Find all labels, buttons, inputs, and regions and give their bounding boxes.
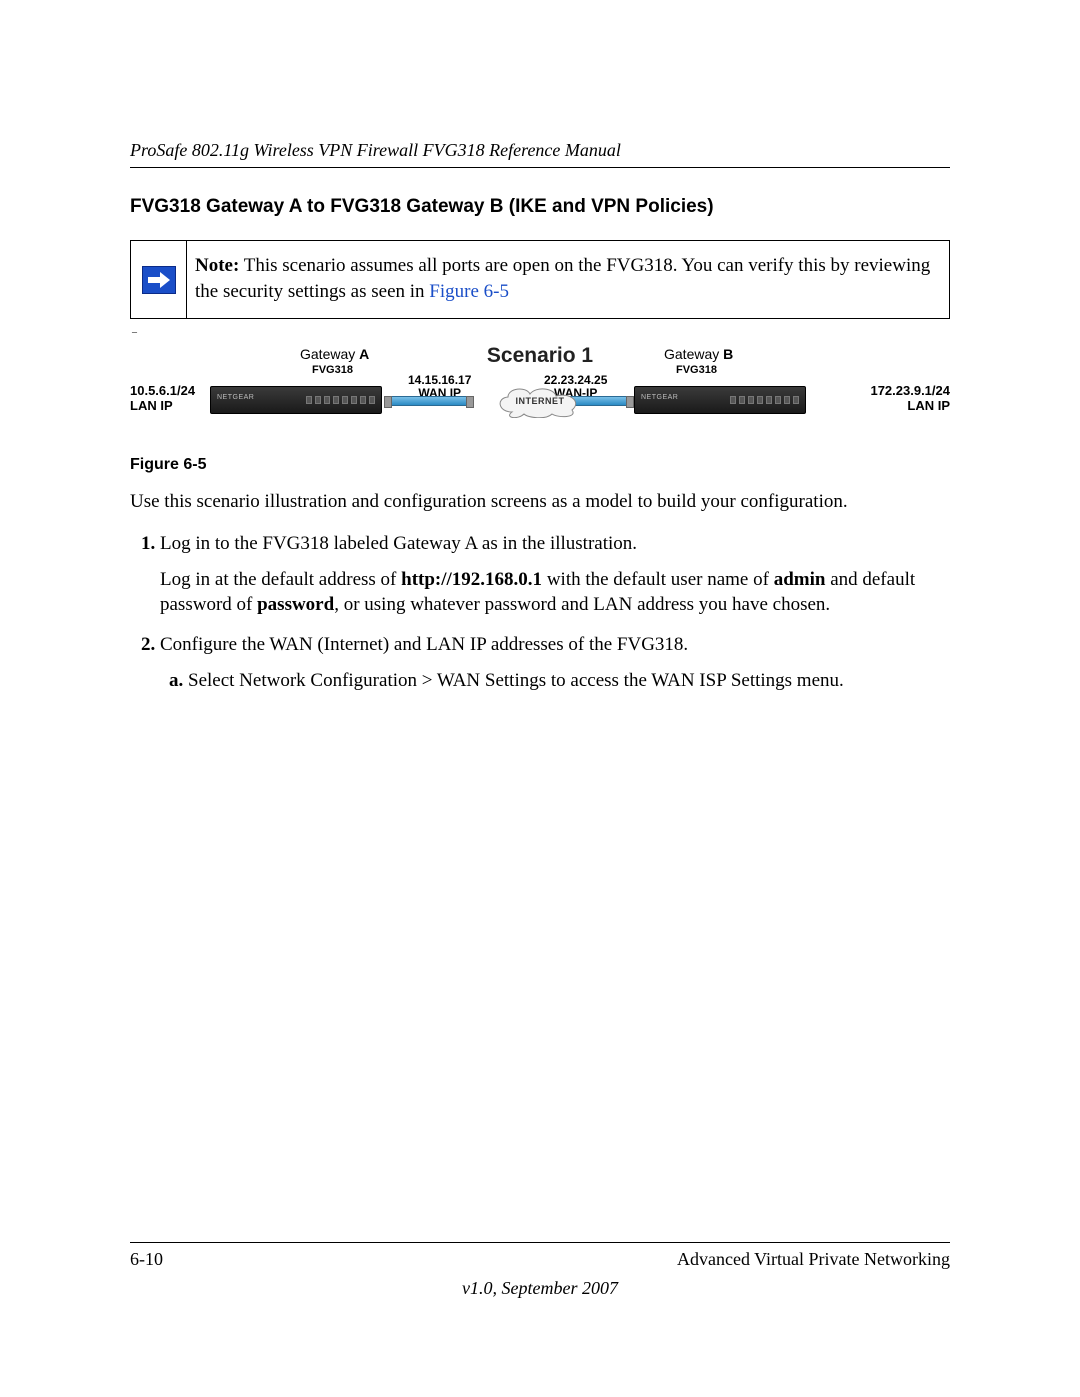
gateway-b-model: FVG318 [676, 364, 717, 376]
footer-divider [130, 1242, 950, 1243]
gateway-b-label: Gateway B [664, 346, 733, 362]
cloud-label: INTERNET [492, 384, 588, 418]
footer-version: v1.0, September 2007 [130, 1278, 950, 1299]
note-label: Note: [195, 255, 239, 276]
note-icon-cell [131, 241, 187, 318]
lan-b-label: 172.23.9.1/24LAN IP [870, 384, 950, 414]
step-1-detail: Log in at the default address of http://… [160, 567, 950, 618]
scenario-diagram: Scenario 1 Gateway A FVG318 Gateway B FV… [130, 346, 950, 438]
page-header-title: ProSafe 802.11g Wireless VPN Firewall FV… [130, 140, 950, 161]
step-2: Configure the WAN (Internet) and LAN IP … [160, 632, 950, 693]
gateway-a-label: Gateway A [300, 346, 369, 362]
gateway-a-model: FVG318 [312, 364, 353, 376]
lan-a-label: 10.5.6.1/24LAN IP [130, 384, 195, 414]
arrow-right-icon [142, 266, 176, 294]
steps-list: Log in to the FVG318 labeled Gateway A a… [130, 531, 950, 693]
header-divider [130, 167, 950, 168]
footer-chapter: Advanced Virtual Private Networking [677, 1249, 950, 1270]
router-a-icon: NETGEAR [210, 386, 382, 414]
figure-caption: Figure 6-5 [130, 456, 950, 474]
figure-link[interactable]: Figure 6-5 [429, 281, 509, 302]
internet-cloud-icon: INTERNET [492, 384, 588, 418]
cable-a-icon [390, 396, 468, 406]
note-box: Note: This scenario assumes all ports ar… [130, 240, 950, 319]
step-2a: Select Network Configuration > WAN Setti… [188, 668, 950, 694]
intro-paragraph: Use this scenario illustration and confi… [130, 490, 950, 515]
diagram-title: Scenario 1 [487, 344, 593, 368]
page-number: 6-10 [130, 1249, 163, 1270]
note-body-text: This scenario assumes all ports are open… [195, 255, 930, 302]
step-2-substeps: Select Network Configuration > WAN Setti… [160, 668, 950, 694]
section-heading: FVG318 Gateway A to FVG318 Gateway B (IK… [130, 196, 950, 218]
page-footer: 6-10 Advanced Virtual Private Networking… [130, 1242, 950, 1299]
note-text: Note: This scenario assumes all ports ar… [187, 241, 949, 318]
step-1: Log in to the FVG318 labeled Gateway A a… [160, 531, 950, 618]
router-b-icon: NETGEAR [634, 386, 806, 414]
tiny-mark: – [132, 327, 950, 338]
